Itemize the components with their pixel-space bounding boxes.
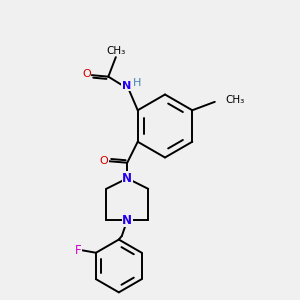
Text: N: N — [122, 214, 132, 227]
Text: O: O — [99, 156, 108, 166]
Text: H: H — [133, 78, 141, 88]
Text: N: N — [122, 172, 132, 185]
Text: N: N — [122, 81, 131, 91]
Text: CH₃: CH₃ — [107, 46, 126, 56]
Text: F: F — [75, 244, 81, 257]
Text: CH₃: CH₃ — [225, 95, 244, 105]
Text: O: O — [82, 69, 91, 79]
